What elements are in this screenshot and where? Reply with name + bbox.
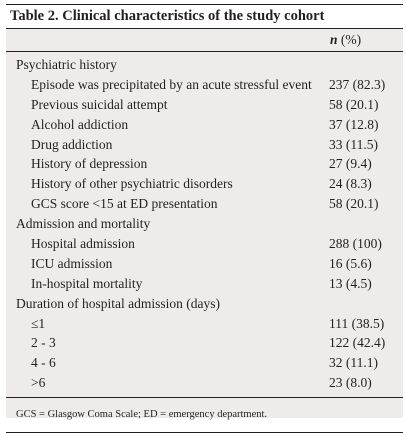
row-value: 237 (82.3) <box>329 76 386 92</box>
row-value: 13 (4.5) <box>329 275 372 291</box>
row-value: 288 (100) <box>329 236 382 252</box>
row-value: 58 (20.1) <box>329 96 379 112</box>
table-row: Alcohol addiction 37 (12.8) <box>6 115 403 135</box>
row-label: Previous suicidal attempt <box>31 96 168 112</box>
table-row: ≤1 111 (38.5) <box>6 314 403 334</box>
table-row: GCS score <15 at ED presentation 58 (20.1… <box>6 194 403 214</box>
row-value: 16 (5.6) <box>329 255 372 271</box>
column-header-n: n <box>330 32 338 47</box>
row-value: 32 (11.1) <box>329 355 378 371</box>
table-title: Table 2. Clinical characteristics of the… <box>6 4 403 29</box>
row-value: 122 (42.4) <box>329 335 386 351</box>
table-footnote: GCS = Glasgow Coma Scale; ED = emergency… <box>6 398 403 433</box>
row-value: 37 (12.8) <box>329 116 379 132</box>
section-heading: Duration of hospital admission (days) <box>16 295 220 311</box>
table-row: ICU admission 16 (5.6) <box>6 254 403 274</box>
table-row: 4 - 6 32 (11.1) <box>6 353 403 373</box>
row-label: Drug addiction <box>31 136 113 152</box>
row-label: 2 - 3 <box>31 335 56 351</box>
row-label: In-hospital mortality <box>31 275 143 291</box>
row-value: 27 (9.4) <box>329 156 372 172</box>
table-row: Episode was precipitated by an acute str… <box>6 75 403 95</box>
row-label: ≤1 <box>31 315 46 331</box>
row-label: History of depression <box>31 156 148 172</box>
row-label: Hospital admission <box>31 236 135 252</box>
column-header-n-pct: n (%) <box>330 29 361 51</box>
row-label: History of other psychiatric disorders <box>31 176 233 192</box>
table-row: History of other psychiatric disorders 24… <box>6 174 403 194</box>
table-row: Previous suicidal attempt 58 (20.1) <box>6 95 403 115</box>
table-body: Psychiatric history Episode was precipita… <box>6 52 403 399</box>
row-value: 23 (8.0) <box>329 375 372 391</box>
row-value: 33 (11.5) <box>329 136 378 152</box>
row-value: 58 (20.1) <box>329 196 379 212</box>
row-label: Alcohol addiction <box>31 116 129 132</box>
clinical-characteristics-table: Table 2. Clinical characteristics of the… <box>6 4 403 433</box>
column-header-pct: (%) <box>337 32 362 47</box>
table-row: 2 - 3 122 (42.4) <box>6 333 403 353</box>
row-label: 4 - 6 <box>31 355 56 371</box>
section-heading: Admission and mortality <box>16 216 151 232</box>
column-header-row: n (%) <box>6 29 403 52</box>
row-label: GCS score <15 at ED presentation <box>31 196 218 212</box>
row-value: 111 (38.5) <box>329 315 385 331</box>
table-row: Drug addiction 33 (11.5) <box>6 135 403 155</box>
table-row: History of depression 27 (9.4) <box>6 154 403 174</box>
table-row: >6 23 (8.0) <box>6 373 403 393</box>
row-label: >6 <box>31 375 46 391</box>
table-row: Hospital admission 288 (100) <box>6 234 403 254</box>
row-value: 24 (8.3) <box>329 176 372 192</box>
section-heading: Psychiatric history <box>16 57 117 72</box>
table-row: In-hospital mortality 13 (4.5) <box>6 274 403 294</box>
row-label: ICU admission <box>31 255 113 271</box>
row-label: Episode was precipitated by an acute str… <box>31 76 312 92</box>
